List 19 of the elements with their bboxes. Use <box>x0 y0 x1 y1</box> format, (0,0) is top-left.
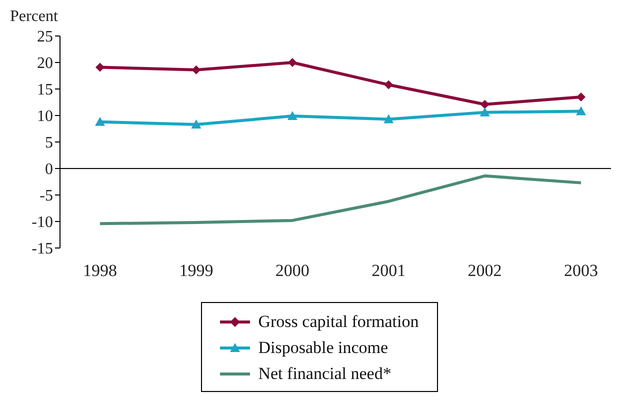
x-tick-label: 2003 <box>564 261 598 280</box>
x-tick-label: 2002 <box>468 261 502 280</box>
x-tick-label: 2001 <box>372 261 406 280</box>
y-axis-title: Percent <box>10 8 58 26</box>
x-tick-label: 2000 <box>275 261 310 280</box>
y-tick-label: 15 <box>37 82 53 99</box>
y-tick-label: 25 <box>37 28 53 46</box>
y-tick-label: -10 <box>32 214 53 232</box>
x-tick-label: 1999 <box>179 261 214 280</box>
legend-label: Net financial need* <box>257 363 392 385</box>
y-tick-label: -5 <box>40 188 53 205</box>
legend-label: Gross capital formation <box>257 311 419 333</box>
y-tick-label: 10 <box>37 108 53 126</box>
y-tick-label: -15 <box>32 240 53 258</box>
y-tick-label: 5 <box>45 134 53 152</box>
x-tick-label: 1998 <box>83 261 117 280</box>
legend-label: Disposable income <box>257 337 390 359</box>
y-tick-label: 20 <box>37 55 53 72</box>
y-tick-label: 0 <box>45 161 53 178</box>
